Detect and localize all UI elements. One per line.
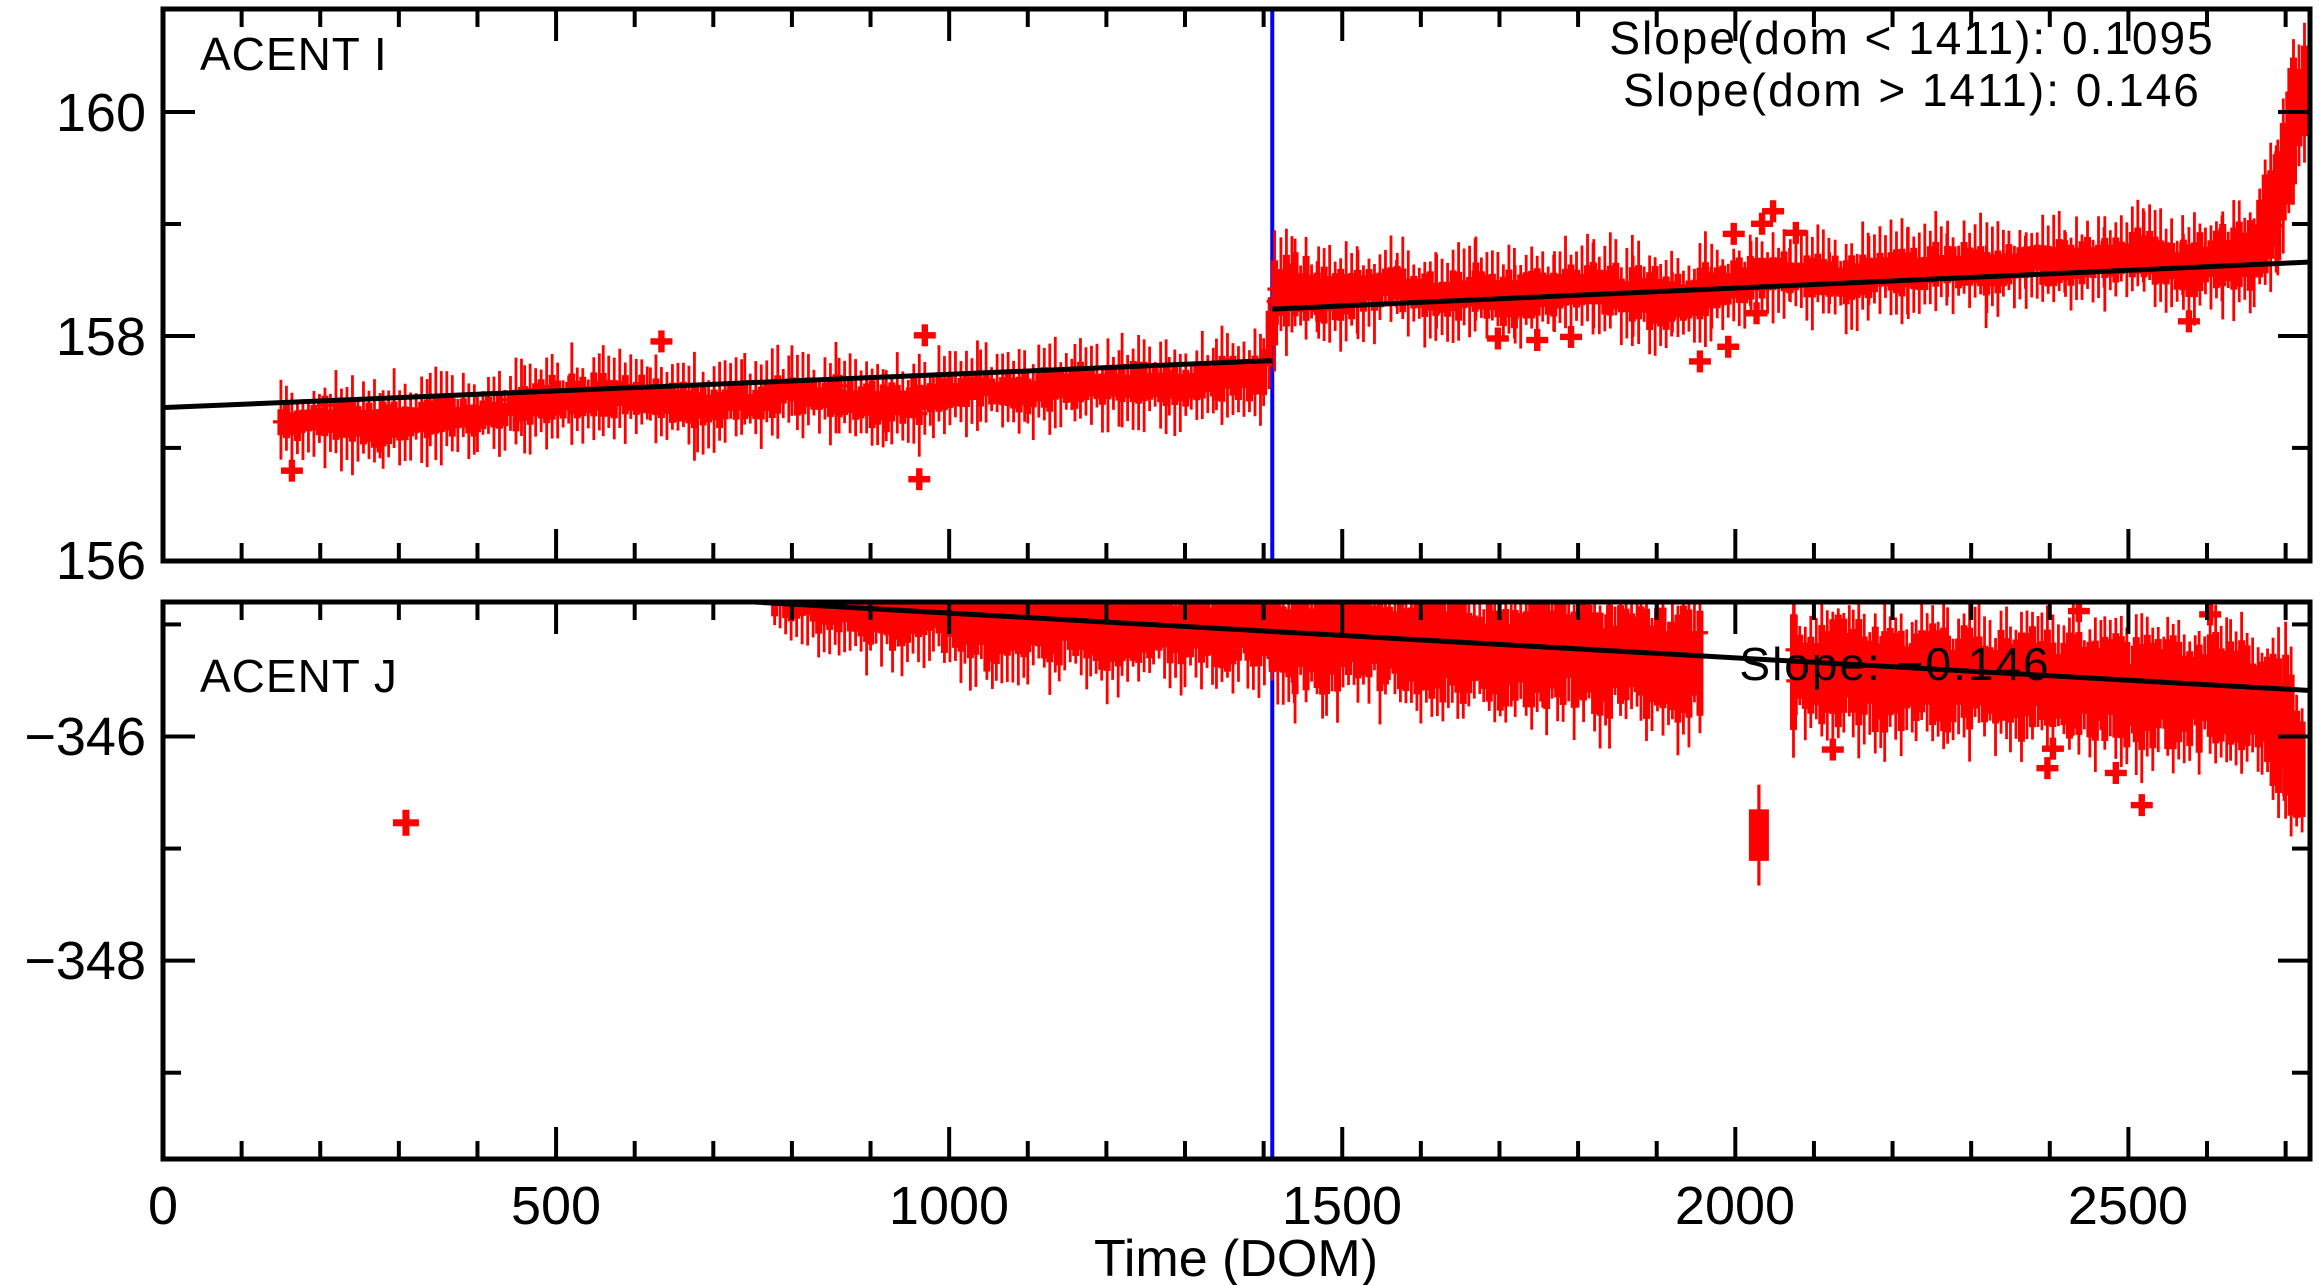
annotation-slope-pre: Slope(dom < 1411): 0.1095 bbox=[1609, 12, 2214, 64]
y-tick-label-160: 160 bbox=[56, 83, 146, 143]
data-band bbox=[771, 604, 2306, 837]
x-tick-label-1000: 1000 bbox=[889, 1176, 1009, 1236]
x-tick-label-500: 500 bbox=[511, 1176, 601, 1236]
y-tick-label-156: 156 bbox=[56, 531, 146, 591]
fit-line bbox=[165, 358, 1273, 411]
x-tick-label-1500: 1500 bbox=[1282, 1176, 1402, 1236]
fit-line bbox=[1272, 259, 2308, 312]
annotation-slope-post: Slope(dom > 1411): 0.146 bbox=[1623, 64, 2201, 116]
chart-label-layer: ACENT I ACENT J Slope(dom < 1411): 0.109… bbox=[24, 12, 2214, 1285]
outlier-box bbox=[1748, 784, 1769, 886]
panel-2-frame bbox=[160, 599, 2313, 1162]
fit-line bbox=[745, 604, 2308, 693]
chart-render-layer bbox=[160, 6, 2313, 1162]
x-axis-title: Time (DOM) bbox=[1094, 1230, 1378, 1285]
x-tick-label-2000: 2000 bbox=[1675, 1176, 1795, 1236]
annotation-slope-j: Slope: −0.146 bbox=[1739, 638, 2050, 690]
panel-1-frame bbox=[160, 6, 2313, 564]
panel2-title: ACENT J bbox=[200, 650, 398, 702]
y-tick-label-158: 158 bbox=[56, 307, 146, 367]
x-tick-label-2500: 2500 bbox=[2068, 1176, 2188, 1236]
panel1-title: ACENT I bbox=[200, 28, 388, 80]
x-tick-label-0: 0 bbox=[148, 1176, 178, 1236]
y-tick-label-m346: −346 bbox=[24, 707, 146, 767]
panel-2-data bbox=[392, 604, 2308, 1157]
y-tick-label-m348: −348 bbox=[24, 931, 146, 991]
isolated-data-point bbox=[392, 809, 419, 836]
panel-1-data bbox=[165, 11, 2308, 559]
